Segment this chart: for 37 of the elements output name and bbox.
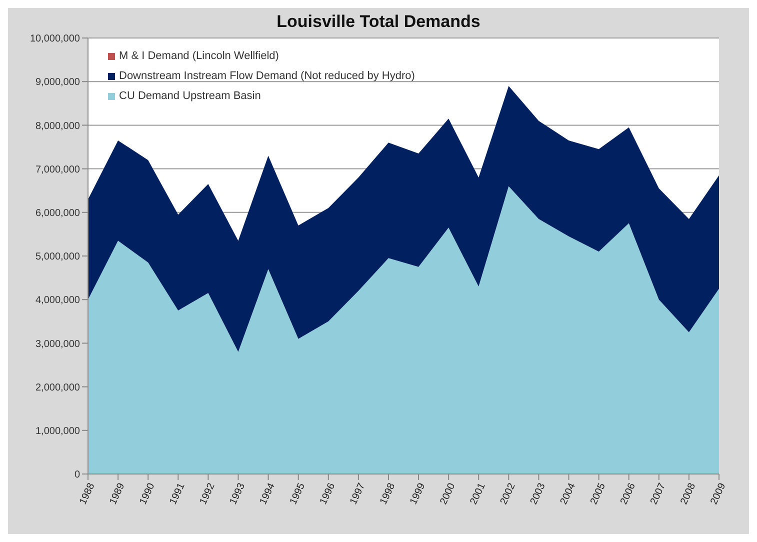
x-tick-label: 1997 [348,481,368,506]
x-tick-label: 1998 [378,481,398,506]
y-tick-label: 6,000,000 [36,208,80,219]
x-tick-label: 2008 [678,481,698,506]
y-tick-label: 7,000,000 [36,164,80,176]
x-tick-label: 2009 [708,481,728,506]
y-tick-label: 3,000,000 [36,338,80,350]
x-tick-label: 2002 [498,481,518,506]
x-tick-label: 2003 [528,481,548,506]
legend-label: M & I Demand (Lincoln Wellfield) [119,49,279,64]
y-tick-label: 4,000,000 [36,295,80,306]
chart-title: Louisville Total Demands [276,12,482,32]
legend-label: Downstream Instream Flow Demand (Not reduced by Hydro) [119,69,415,84]
y-tick-label: 1,000,000 [36,426,80,437]
x-tick-label: 2000 [438,481,458,506]
x-tick-label: 1989 [108,481,128,506]
x-tick-label: 1992 [198,481,218,506]
x-tick-label: 1990 [138,481,158,506]
y-tick-label: 9,000,000 [36,77,80,88]
y-tick-label: 5,000,000 [36,252,80,263]
y-tick-label: 10,000,000 [30,34,80,45]
x-tick-label: 1988 [78,481,98,506]
x-tick-label: 1995 [288,481,308,506]
y-tick-label: 8,000,000 [36,120,80,132]
y-tick-label: 0 [74,470,80,481]
y-tick-label: 2,000,000 [36,382,80,394]
x-tick-label: 2005 [588,481,608,506]
legend-label: CU Demand Upstream Basin [119,89,261,104]
x-tick-label: 1999 [408,481,428,506]
x-tick-label: 2004 [558,481,578,506]
x-tick-label: 2001 [468,481,488,506]
x-tick-label: 1994 [258,481,278,506]
x-tick-label: 2006 [618,481,638,506]
x-tick-label: 2007 [648,481,668,506]
x-tick-label: 1996 [318,481,338,506]
x-tick-label: 1991 [168,481,188,506]
x-tick-label: 1993 [228,481,248,506]
